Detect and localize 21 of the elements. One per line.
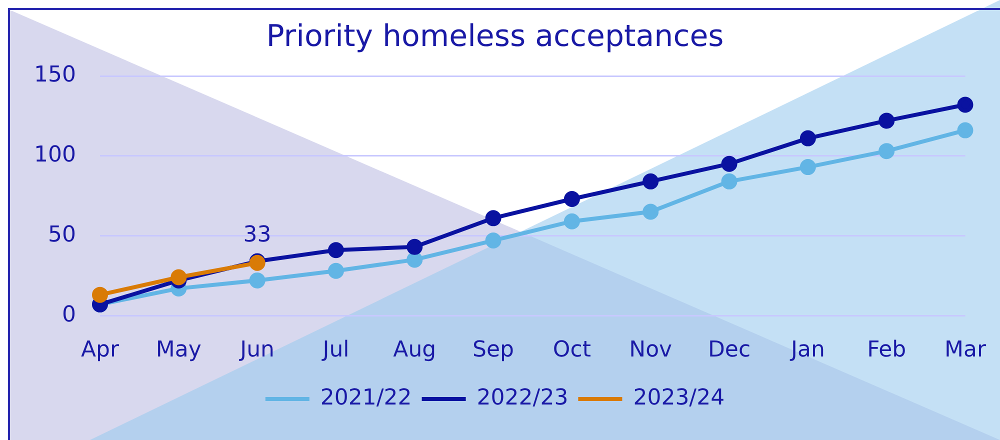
x-tick-label: Jun — [238, 338, 274, 363]
x-tick-label: Apr — [80, 338, 120, 363]
x-tick-label: Oct — [552, 338, 592, 363]
legend-label: 2023/24 — [633, 386, 725, 411]
legend-label: 2022/23 — [476, 386, 568, 411]
y-tick-label: 0 — [62, 302, 76, 328]
data-label: 33 — [243, 222, 272, 248]
x-tick-label: Mar — [944, 338, 987, 363]
x-tick-label: May — [156, 338, 202, 363]
x-tick-label: Feb — [867, 338, 906, 363]
chart-title: Priority homeless acceptances — [266, 18, 724, 54]
x-tick-label: Dec — [708, 338, 751, 363]
y-tick-label: 100 — [34, 142, 76, 168]
y-tick-label: 150 — [34, 62, 76, 88]
legend-label: 2021/22 — [320, 386, 412, 411]
x-tick-label: Jul — [320, 338, 350, 363]
x-tick-label: Jan — [788, 338, 825, 363]
x-tick-label: Sep — [472, 338, 514, 363]
x-tick-label: Nov — [629, 338, 672, 363]
x-tick-label: Aug — [393, 338, 436, 363]
y-tick-label: 50 — [48, 222, 76, 248]
